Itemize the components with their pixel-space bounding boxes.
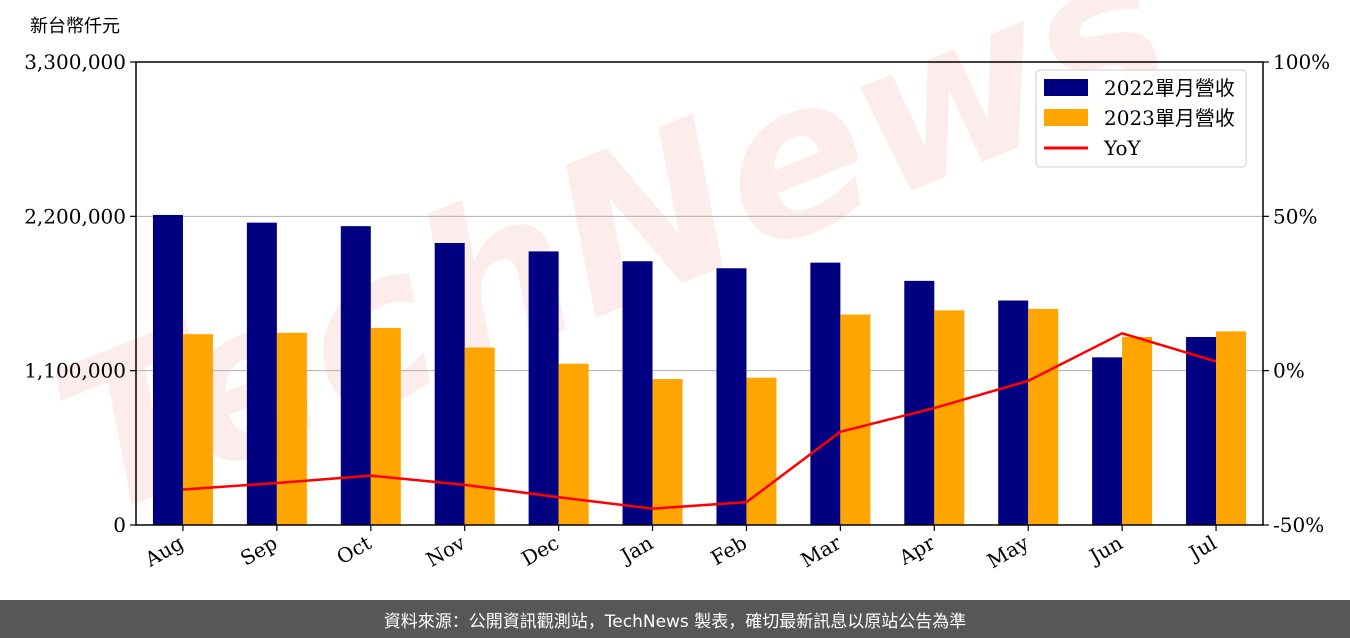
y-axis-unit-label: 新台幣仟元	[30, 16, 120, 37]
bar-2022-nov	[434, 242, 465, 525]
bar-2023-oct	[370, 327, 401, 525]
legend-box	[1035, 69, 1247, 168]
yoy-line-layer	[182, 332, 1217, 510]
bar-2022-jan	[622, 261, 653, 525]
revenue-chart: TechNews 新台幣仟元 01,100,0002,200,0003,300,…	[24, 0, 1330, 573]
x-tick-label: Feb	[707, 531, 751, 570]
legend-swatch	[1044, 79, 1088, 96]
y-tick-label: 3,300,000	[24, 50, 126, 74]
bar-2023-jul	[1216, 331, 1247, 525]
y2-tick-label: -50%	[1273, 513, 1324, 537]
legend-swatch	[1044, 109, 1088, 126]
bar-2022-may	[998, 300, 1029, 525]
bar-2023-jun	[1122, 336, 1153, 525]
x-tick-label: Jun	[1084, 530, 1127, 569]
bar-2023-sep	[276, 332, 307, 525]
bar-2023-aug	[182, 334, 213, 525]
axes-layer	[135, 61, 1264, 526]
bar-2022-sep	[246, 222, 277, 525]
bar-2022-mar	[810, 262, 841, 525]
bar-2023-mar	[840, 314, 871, 525]
legend-label: 2023單月營收	[1104, 106, 1235, 130]
bar-2022-aug	[152, 214, 183, 525]
bar-2022-jul	[1186, 336, 1217, 525]
yoy-line	[182, 332, 1217, 510]
x-tick-label: Oct	[332, 531, 375, 570]
bar-2022-feb	[716, 268, 747, 525]
bar-2023-nov	[464, 347, 495, 525]
y-tick-label: 2,200,000	[24, 204, 126, 228]
bar-2022-oct	[340, 226, 371, 525]
x-tick-label: Apr	[894, 530, 939, 570]
bar-2023-feb	[746, 377, 777, 525]
bar-2022-jun	[1092, 357, 1123, 525]
y-tick-label: 0	[113, 513, 126, 537]
x-tick-label: Mar	[797, 530, 846, 572]
y2-tick-label: 0%	[1273, 359, 1305, 383]
y2-tick-label: 100%	[1273, 50, 1330, 74]
legend: 2022單月營收 2023單月營收 YoY	[1035, 69, 1247, 168]
bar-2022-dec	[528, 251, 559, 525]
x-tick-label: Sep	[236, 531, 281, 571]
bar-2023-may	[1028, 308, 1059, 525]
plot-frame	[135, 61, 1264, 526]
grid-layer	[136, 215, 1263, 372]
y-tick-label: 1,100,000	[24, 359, 126, 383]
x-tick-label: May	[983, 530, 1033, 573]
bar-2022-apr	[904, 280, 935, 525]
bar-2023-jan	[652, 379, 683, 525]
x-tick-label: Jan	[615, 530, 657, 568]
source-text: 資料來源：公開資訊觀測站，TechNews 製表，確切最新訊息以原站公告為準	[383, 611, 967, 632]
x-tick-label: Jul	[1183, 531, 1220, 566]
bar-2023-apr	[934, 310, 965, 525]
x-tick-label: Nov	[422, 530, 470, 572]
x-tick-label: Dec	[517, 531, 563, 571]
source-footer: 資料來源：公開資訊觀測站，TechNews 製表，確切最新訊息以原站公告為準	[0, 600, 1350, 638]
legend-label: 2022單月營收	[1104, 76, 1235, 100]
y2-tick-label: 50%	[1273, 204, 1317, 228]
legend-label: YoY	[1103, 136, 1142, 160]
